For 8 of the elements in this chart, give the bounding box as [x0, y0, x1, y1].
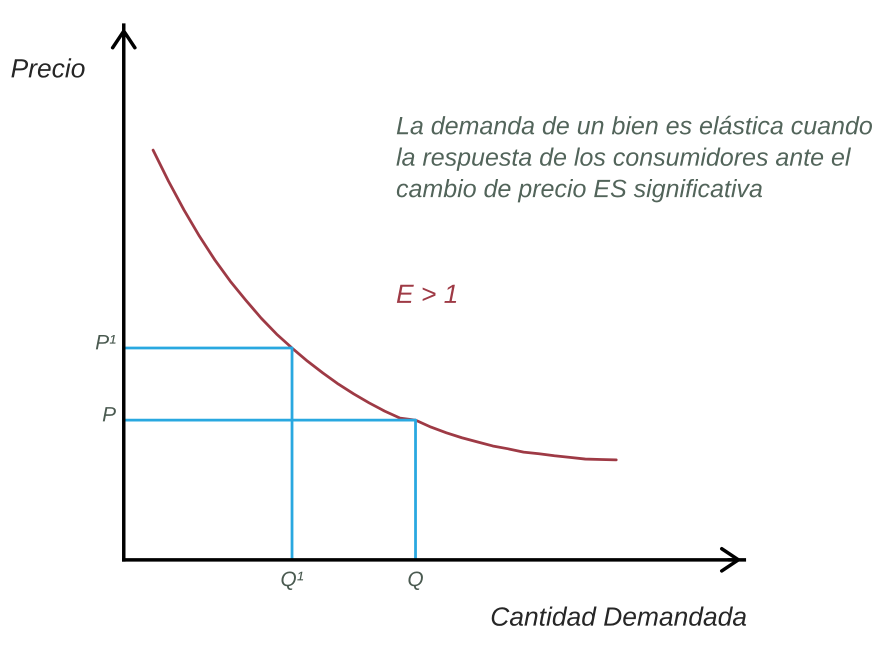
x-tick-label: Q¹ — [281, 572, 304, 590]
y-axis-title: Precio — [11, 58, 85, 78]
x-axis-title: Cantidad Demandada — [492, 606, 746, 626]
ref-line-label: P — [102, 407, 116, 422]
x-tick-label: Q — [408, 572, 423, 590]
annotation: La demanda de un bien es elástica cuando la respuesta de los consumidores ante el cambio de precio ES significativa — [396, 116, 872, 202]
ref-line-label: P¹ — [96, 334, 116, 350]
annotation: E > 1 — [396, 284, 456, 303]
